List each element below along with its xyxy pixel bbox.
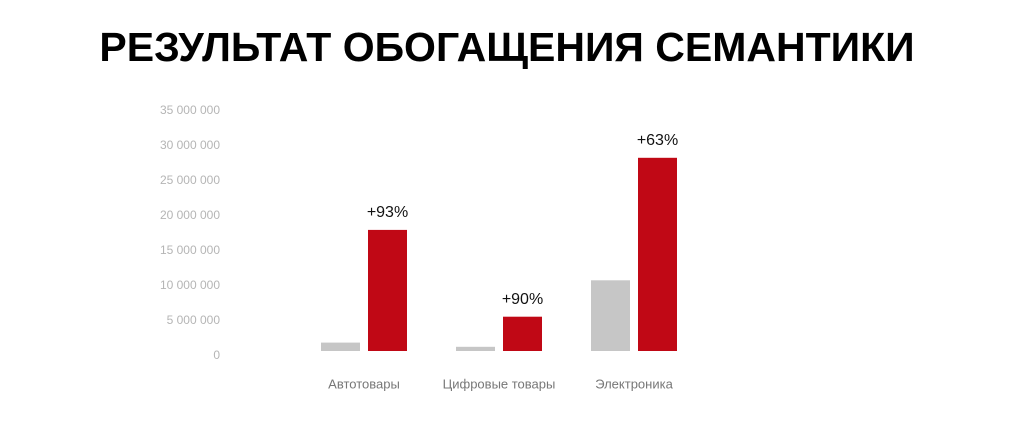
x-tick-label: Цифровые товары	[443, 376, 556, 391]
annotation: +63%	[637, 132, 678, 149]
x-tick-label: Электроника	[595, 376, 673, 391]
y-tick-label: 0	[213, 348, 220, 362]
y-tick-label: 30 000 000	[160, 138, 220, 152]
y-tick-label: 5 000 000	[167, 313, 221, 327]
bar	[368, 229, 407, 351]
bar	[638, 157, 677, 351]
chart-title: РЕЗУЛЬТАТ ОБОГАЩЕНИЯ СЕМАНТИКИ	[99, 24, 914, 70]
y-tick-label: 20 000 000	[160, 208, 220, 222]
annotation: +93%	[367, 204, 408, 221]
y-tick-label: 25 000 000	[160, 173, 220, 187]
y-tick-label: 15 000 000	[160, 243, 220, 257]
y-tick-label: 35 000 000	[160, 103, 220, 117]
y-tick-label: 10 000 000	[160, 278, 220, 292]
bar	[503, 316, 542, 351]
bar	[456, 346, 495, 351]
x-tick-label: Автотовары	[328, 376, 400, 391]
bar	[591, 280, 630, 351]
bar	[321, 342, 360, 351]
annotation: +90%	[502, 291, 543, 308]
